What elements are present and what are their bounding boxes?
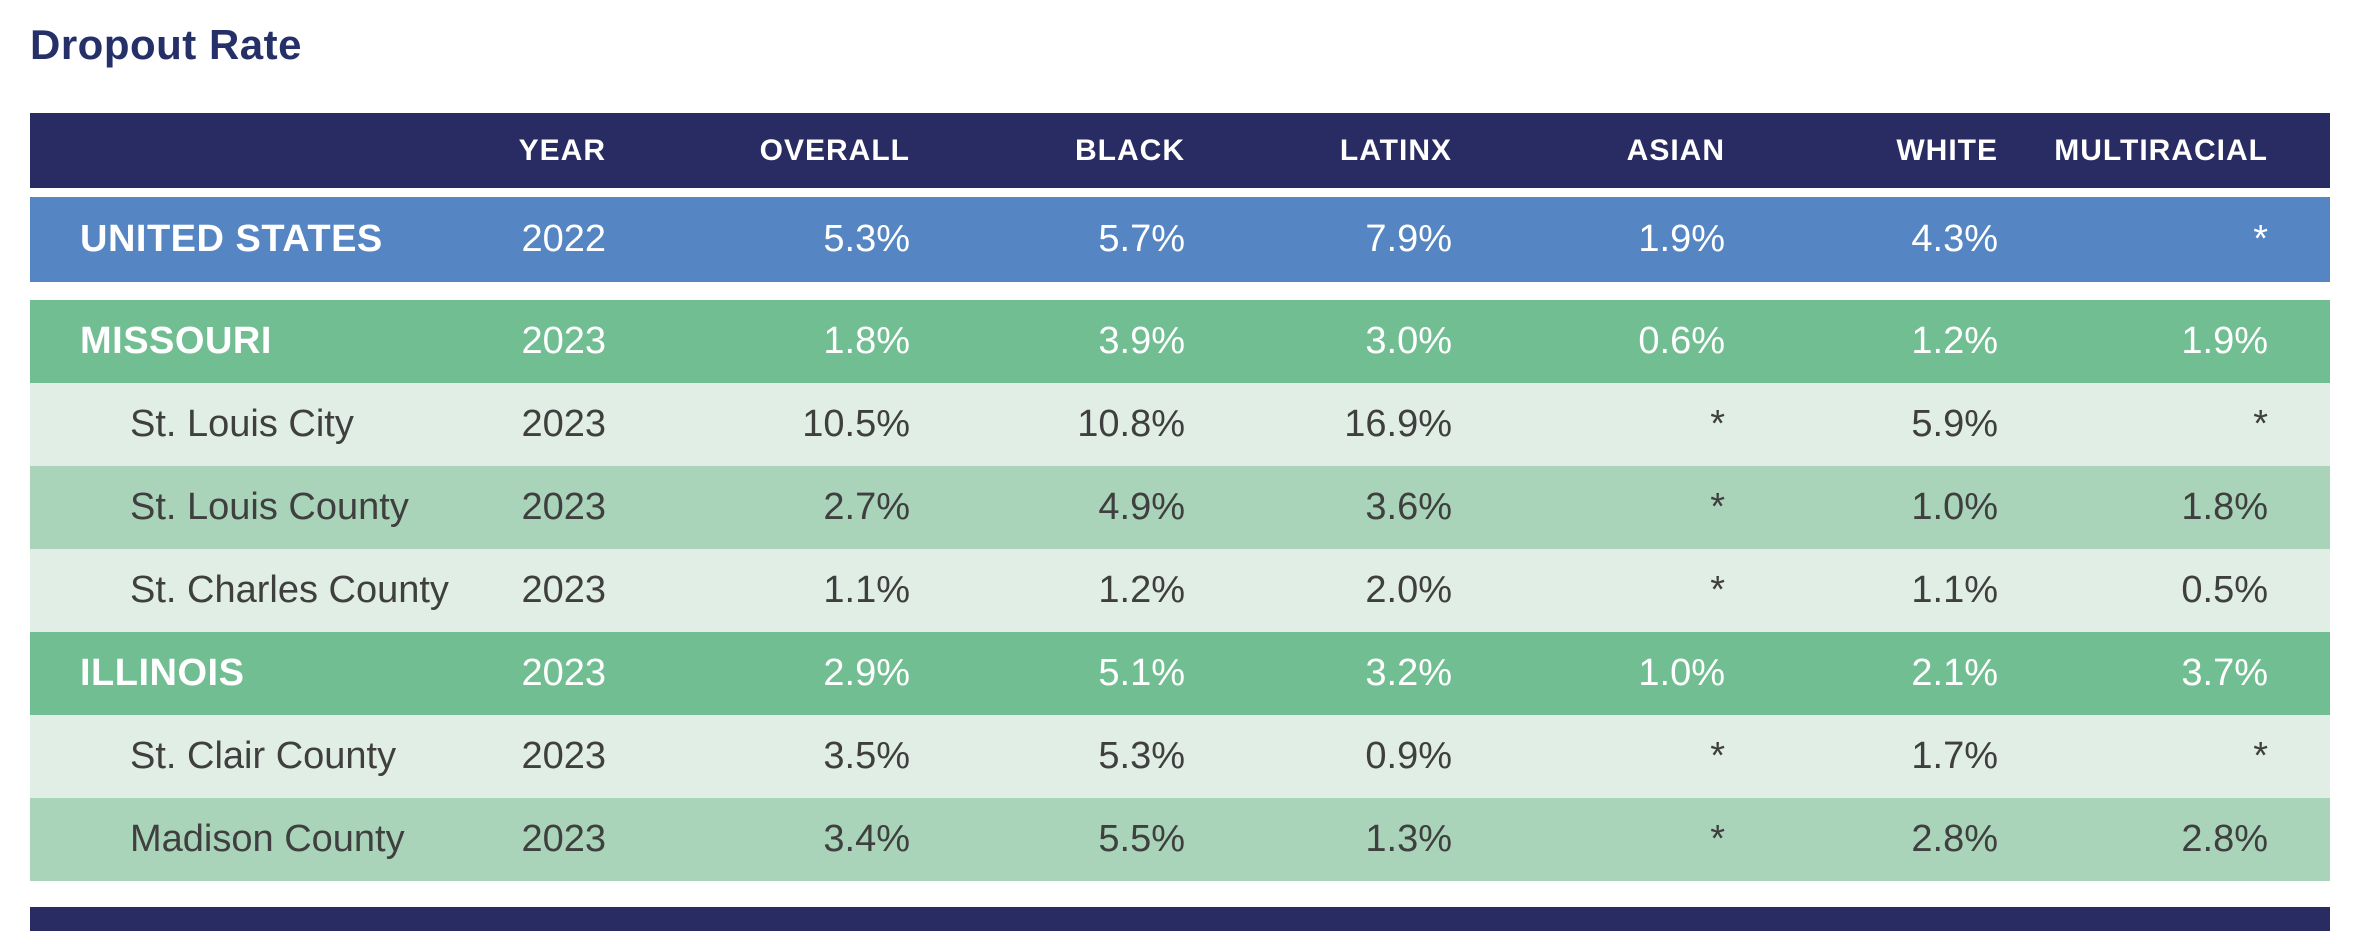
page-title: Dropout Rate [30, 21, 302, 68]
cell-entity-name: Madison County [130, 818, 405, 860]
cell-latinx: 7.9% [1365, 218, 1452, 260]
cell-white: 2.1% [1911, 652, 1998, 694]
cell-white: 4.3% [1911, 218, 1998, 260]
table-row: St. Charles County 2023 1.1% 1.2% 2.0% *… [30, 549, 2330, 632]
dropout-rate-table: YEAR OVERALL BLACK LATINX ASIAN WHITE MU… [30, 113, 2330, 881]
next-section-header-bar [30, 907, 2330, 931]
table-row: ILLINOIS 2023 2.9% 5.1% 3.2% 1.0% 2.1% 3… [30, 632, 2330, 715]
header-cell-black: BLACK [1075, 133, 1185, 167]
cell-overall: 3.4% [823, 818, 910, 860]
cell-year: 2023 [521, 652, 606, 694]
table-row: St. Clair County 2023 3.5% 5.3% 0.9% * 1… [30, 715, 2330, 798]
cell-multiracial: * [2253, 403, 2268, 445]
cell-white: 1.0% [1911, 486, 1998, 528]
cell-asian: 1.9% [1638, 218, 1725, 260]
table-row: St. Louis City 2023 10.5% 10.8% 16.9% * … [30, 383, 2330, 466]
cell-latinx: 2.0% [1365, 569, 1452, 611]
cell-entity-name: St. Louis City [130, 403, 354, 445]
cell-overall: 1.8% [823, 320, 910, 362]
cell-white: 1.1% [1911, 569, 1998, 611]
header-cell-white: WHITE [1896, 133, 1998, 167]
cell-white: 1.2% [1911, 320, 1998, 362]
cell-year: 2023 [521, 569, 606, 611]
cell-asian: * [1710, 818, 1725, 860]
cell-asian: * [1710, 486, 1725, 528]
cell-multiracial: * [2253, 218, 2268, 260]
cell-year: 2022 [521, 218, 606, 260]
cell-black: 10.8% [1077, 403, 1185, 445]
cell-multiracial: * [2253, 735, 2268, 777]
cell-overall: 5.3% [823, 218, 910, 260]
cell-latinx: 16.9% [1344, 403, 1452, 445]
cell-black: 1.2% [1098, 569, 1185, 611]
cell-year: 2023 [521, 735, 606, 777]
cell-overall: 3.5% [823, 735, 910, 777]
cell-asian: * [1710, 403, 1725, 445]
cell-asian: * [1710, 569, 1725, 611]
cell-multiracial: 2.8% [2181, 818, 2268, 860]
cell-multiracial: 0.5% [2181, 569, 2268, 611]
table-body: UNITED STATES 2022 5.3% 5.7% 7.9% 1.9% 4… [30, 197, 2330, 881]
table-row: St. Louis County 2023 2.7% 4.9% 3.6% * 1… [30, 466, 2330, 549]
cell-latinx: 3.0% [1365, 320, 1452, 362]
cell-multiracial: 3.7% [2181, 652, 2268, 694]
cell-black: 5.3% [1098, 735, 1185, 777]
cell-latinx: 1.3% [1365, 818, 1452, 860]
cell-entity-name: UNITED STATES [80, 218, 383, 260]
cell-latinx: 0.9% [1365, 735, 1452, 777]
cell-overall: 1.1% [823, 569, 910, 611]
cell-year: 2023 [521, 818, 606, 860]
cell-overall: 2.7% [823, 486, 910, 528]
cell-overall: 2.9% [823, 652, 910, 694]
cell-latinx: 3.2% [1365, 652, 1452, 694]
cell-entity-name: ILLINOIS [80, 652, 245, 694]
cell-black: 5.1% [1098, 652, 1185, 694]
cell-entity-name: St. Charles County [130, 569, 449, 611]
header-cell-latinx: LATINX [1339, 133, 1452, 167]
cell-latinx: 3.6% [1365, 486, 1452, 528]
cell-entity-name: MISSOURI [80, 320, 272, 362]
table-row: MISSOURI 2023 1.8% 3.9% 3.0% 0.6% 1.2% 1… [30, 300, 2330, 383]
cell-asian: * [1710, 735, 1725, 777]
cell-white: 5.9% [1911, 403, 1998, 445]
header-cell-asian: ASIAN [1626, 133, 1725, 167]
cell-asian: 0.6% [1638, 320, 1725, 362]
cell-white: 1.7% [1911, 735, 1998, 777]
cell-multiracial: 1.8% [2181, 486, 2268, 528]
header-cell-overall: OVERALL [759, 133, 910, 167]
cell-year: 2023 [521, 320, 606, 362]
cell-overall: 10.5% [802, 403, 910, 445]
cell-black: 5.5% [1098, 818, 1185, 860]
header-cell-year: YEAR [518, 133, 606, 167]
cell-year: 2023 [521, 486, 606, 528]
cell-entity-name: St. Louis County [130, 486, 409, 528]
table-row: UNITED STATES 2022 5.3% 5.7% 7.9% 1.9% 4… [30, 197, 2330, 282]
cell-black: 5.7% [1098, 218, 1185, 260]
table-header-row: YEAR OVERALL BLACK LATINX ASIAN WHITE MU… [30, 113, 2330, 188]
cell-black: 3.9% [1098, 320, 1185, 362]
cell-entity-name: St. Clair County [130, 735, 397, 777]
cell-multiracial: 1.9% [2181, 320, 2268, 362]
cell-white: 2.8% [1911, 818, 1998, 860]
cell-asian: 1.0% [1638, 652, 1725, 694]
table-row: Madison County 2023 3.4% 5.5% 1.3% * 2.8… [30, 798, 2330, 881]
cell-year: 2023 [521, 403, 606, 445]
header-cell-multiracial: MULTIRACIAL [2054, 133, 2268, 167]
cell-black: 4.9% [1098, 486, 1185, 528]
